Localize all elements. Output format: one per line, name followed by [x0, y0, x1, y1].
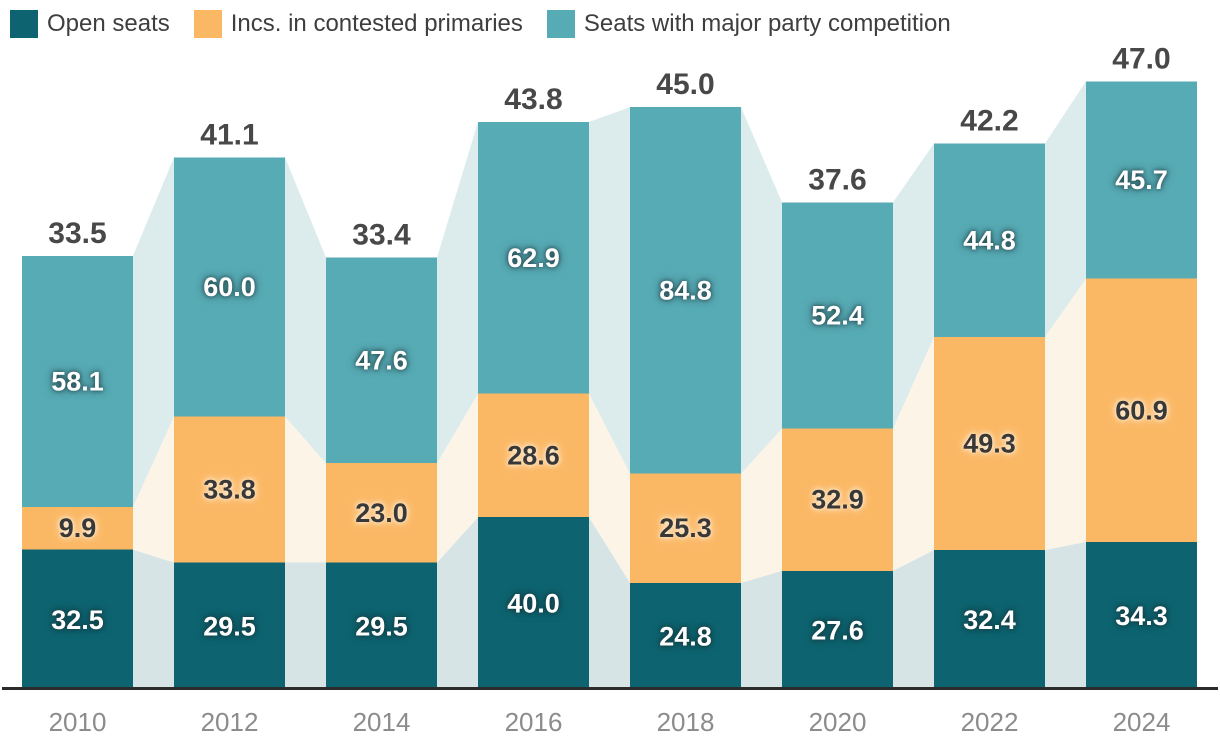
- bar-segment-incs-in-contested-primaries: [174, 416, 285, 563]
- bar-total-label: 41.1: [200, 118, 258, 151]
- legend-swatch-open-seats: [10, 10, 38, 38]
- bar-segment-seats-with-major-party-competition: [174, 157, 285, 417]
- x-axis-label: 2014: [353, 707, 411, 737]
- flow-band-open-seats: [437, 517, 478, 690]
- flow-band-incs-in-contested-primaries: [437, 393, 478, 563]
- legend-item-major-party-competition: Seats with major party competition: [546, 10, 951, 38]
- segment-value-label: 32.5: [51, 605, 104, 635]
- segment-value-label: 29.5: [355, 611, 408, 641]
- bar-segment-incs-in-contested-primaries: [1086, 278, 1197, 542]
- flow-band-incs-in-contested-primaries: [893, 337, 934, 571]
- bar-segment-open-seats: [326, 562, 437, 690]
- legend-swatch-contested-primaries: [193, 10, 222, 38]
- bar-segment-open-seats: [782, 570, 893, 690]
- flow-band-seats-with-major-party-competition: [285, 157, 326, 464]
- segment-value-label: 29.5: [203, 611, 256, 641]
- legend: Open seats Incs. in contested primaries …: [10, 10, 951, 38]
- flow-band-open-seats: [741, 570, 782, 690]
- bar-segment-seats-with-major-party-competition: [934, 143, 1045, 338]
- x-axis-label: 2012: [201, 707, 259, 737]
- x-axis-label: 2016: [505, 707, 563, 737]
- legend-swatch-major-party-competition: [546, 10, 575, 38]
- legend-label: Incs. in contested primaries: [230, 10, 523, 37]
- segment-value-label: 33.8: [203, 475, 256, 505]
- legend-item-contested-primaries: Incs. in contested primaries: [193, 10, 523, 38]
- segment-value-label: 9.9: [59, 513, 97, 543]
- bar-total-label: 37.6: [808, 163, 866, 196]
- flow-band-open-seats: [133, 549, 174, 690]
- segment-value-label: 84.8: [659, 275, 712, 305]
- bar-total-label: 33.4: [352, 219, 411, 252]
- flow-band-seats-with-major-party-competition: [893, 143, 934, 429]
- legend-item-open-seats: Open seats: [10, 10, 170, 38]
- flow-band-incs-in-contested-primaries: [133, 416, 174, 563]
- bar-segment-seats-with-major-party-competition: [782, 202, 893, 429]
- segment-value-label: 34.3: [1115, 601, 1168, 631]
- bar-segment-seats-with-major-party-competition: [478, 121, 589, 394]
- segment-value-label: 62.9: [507, 243, 560, 273]
- x-axis-label: 2024: [1113, 707, 1171, 737]
- flow-band-incs-in-contested-primaries: [741, 428, 782, 583]
- segment-value-label: 44.8: [963, 225, 1016, 255]
- segment-value-label: 45.7: [1115, 165, 1168, 195]
- flow-band-seats-with-major-party-competition: [741, 107, 782, 474]
- legend-label: Open seats: [47, 10, 170, 37]
- segment-value-label: 60.0: [203, 272, 256, 302]
- flow-band-open-seats: [589, 517, 630, 690]
- bar-segment-incs-in-contested-primaries: [478, 393, 589, 518]
- flow-band-seats-with-major-party-competition: [437, 121, 478, 464]
- bar-total-label: 33.5: [48, 217, 106, 250]
- segment-value-label: 28.6: [507, 440, 560, 470]
- flow-band-open-seats: [893, 550, 934, 690]
- segment-value-label: 24.8: [659, 621, 712, 651]
- flow-band-incs-in-contested-primaries: [1045, 278, 1086, 551]
- flow-band-seats-with-major-party-competition: [1045, 81, 1086, 338]
- bar-segment-open-seats: [478, 517, 589, 690]
- bar-segment-incs-in-contested-primaries: [22, 506, 133, 550]
- bar-segment-incs-in-contested-primaries: [934, 337, 1045, 551]
- x-axis-label: 2010: [49, 707, 107, 737]
- flow-band-incs-in-contested-primaries: [285, 416, 326, 563]
- bar-segment-open-seats: [630, 582, 741, 690]
- segment-value-label: 32.9: [811, 485, 864, 515]
- bar-total-label: 42.2: [960, 105, 1018, 138]
- segment-value-label: 32.4: [963, 605, 1016, 635]
- x-axis-label: 2022: [961, 707, 1019, 737]
- bar-total-label: 47.0: [1112, 42, 1170, 75]
- legend-label: Seats with major party competition: [583, 10, 951, 37]
- flow-band-incs-in-contested-primaries: [589, 393, 630, 583]
- segment-value-label: 40.0: [507, 589, 560, 619]
- flow-band-open-seats: [285, 562, 326, 690]
- bar-segment-incs-in-contested-primaries: [326, 463, 437, 563]
- x-axis-label: 2018: [657, 707, 715, 737]
- bar-segment-seats-with-major-party-competition: [1086, 81, 1197, 279]
- x-axis-label: 2020: [809, 707, 867, 737]
- flow-band-seats-with-major-party-competition: [133, 157, 174, 507]
- segment-value-label: 47.6: [355, 345, 408, 375]
- flow-band-open-seats: [1045, 541, 1086, 690]
- bar-segment-open-seats: [1086, 541, 1197, 690]
- bar-segment-seats-with-major-party-competition: [22, 255, 133, 507]
- bar-total-label: 45.0: [656, 68, 714, 101]
- segment-value-label: 60.9: [1115, 395, 1168, 425]
- bar-segment-open-seats: [934, 550, 1045, 690]
- segment-value-label: 49.3: [963, 429, 1016, 459]
- segment-value-label: 27.6: [811, 615, 864, 645]
- bar-total-label: 43.8: [504, 83, 562, 116]
- bar-segment-incs-in-contested-primaries: [782, 428, 893, 571]
- bar-segment-seats-with-major-party-competition: [326, 257, 437, 464]
- segment-value-label: 52.4: [811, 300, 864, 330]
- bar-segment-open-seats: [174, 562, 285, 690]
- bar-segment-incs-in-contested-primaries: [630, 473, 741, 583]
- flow-band-seats-with-major-party-competition: [589, 107, 630, 474]
- segment-value-label: 25.3: [659, 513, 712, 543]
- segment-value-label: 58.1: [51, 366, 104, 396]
- segment-value-label: 23.0: [355, 498, 408, 528]
- bar-segment-open-seats: [22, 549, 133, 690]
- bar-segment-seats-with-major-party-competition: [630, 107, 741, 474]
